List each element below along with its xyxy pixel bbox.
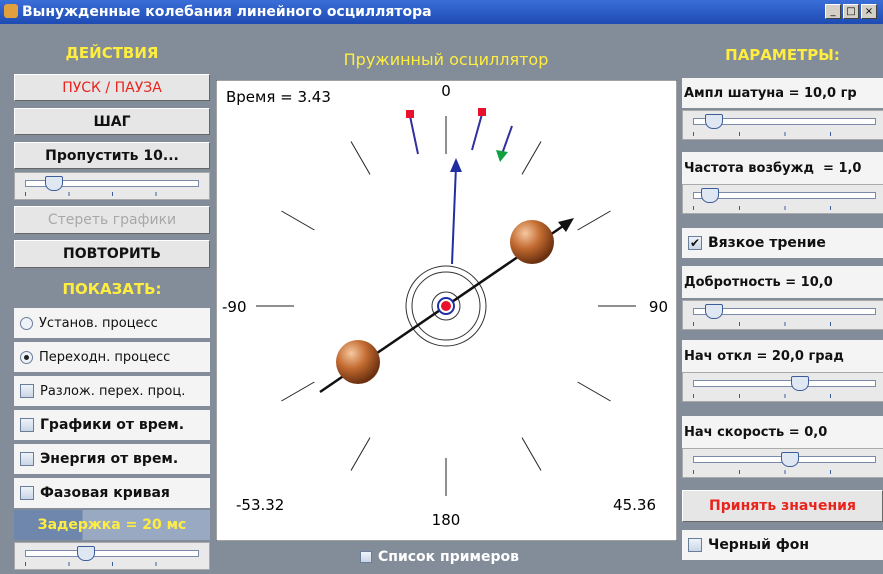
- delay-slider[interactable]: [14, 542, 210, 570]
- spring-circle: [411, 271, 481, 341]
- ball: [510, 220, 554, 264]
- param-label: Нач скорость = 0,0: [684, 424, 828, 440]
- checkbox-label: Вязкое трение: [708, 235, 826, 251]
- quality-slider[interactable]: [682, 300, 883, 330]
- radio-transient[interactable]: Переходн. процесс: [14, 342, 210, 372]
- checkbox-label: Разлож. перех. проц.: [40, 383, 186, 399]
- examples-checkbox[interactable]: Список примеров: [360, 546, 560, 568]
- marker: [406, 110, 414, 118]
- delay-text: Задержка = 20 мс: [37, 517, 187, 533]
- dial-tick: [350, 437, 371, 471]
- checkbox-time-graphs[interactable]: Графики от врем.: [14, 410, 210, 440]
- dial-tick: [521, 437, 542, 471]
- apply-button[interactable]: Принять значения: [682, 490, 883, 522]
- checkbox-label: Фазовая кривая: [40, 485, 170, 501]
- dial-label-right: 90: [649, 298, 668, 316]
- marker-line: [471, 113, 483, 151]
- examples-label: Список примеров: [378, 549, 519, 565]
- center-title: Пружинный осциллятор: [343, 50, 549, 69]
- marker-arrow: [496, 150, 508, 162]
- radio-label: Установ. процесс: [39, 315, 158, 331]
- dial-ticks: [256, 116, 636, 496]
- dial-tick: [521, 141, 542, 175]
- dial-tick: [577, 381, 611, 402]
- speed-slider[interactable]: [682, 448, 883, 478]
- start-pause-button[interactable]: ПУСК / ПАУЗА: [14, 74, 210, 101]
- viscous-checkbox[interactable]: ✔ Вязкое трение: [682, 228, 883, 258]
- ball: [336, 340, 380, 384]
- step-button[interactable]: ШАГ: [14, 108, 210, 135]
- checkbox-label: Черный фон: [708, 537, 810, 553]
- radio-steady[interactable]: Установ. процесс: [14, 308, 210, 338]
- checkbox-label: Графики от врем.: [40, 417, 185, 433]
- marker: [478, 108, 486, 116]
- param-frequency: Частота возбужд = 1,0: [682, 152, 883, 184]
- frequency-slider[interactable]: [682, 184, 883, 214]
- skip-slider[interactable]: [14, 172, 210, 200]
- dial-tick: [350, 141, 371, 175]
- minimize-button[interactable]: _: [825, 4, 841, 19]
- dial-tick: [577, 210, 611, 231]
- param-label: Ампл шатуна = 10,0 гр: [684, 85, 857, 101]
- param-quality: Добротность = 10,0: [682, 266, 883, 298]
- param-initial-speed: Нач скорость = 0,0: [682, 416, 883, 448]
- rod-arrow: [558, 218, 574, 232]
- title-bar: Вынужденные колебания линейного осциллят…: [0, 0, 883, 24]
- dial-label-top: 0: [441, 82, 451, 100]
- angle-slider[interactable]: [682, 372, 883, 402]
- dial-tick: [281, 210, 315, 231]
- oscillator-canvas: Время = 3.43 0 -90 90 180 -53.32 45.36: [216, 80, 677, 541]
- spring-circle: [431, 291, 461, 321]
- params-header: ПАРАМЕТРЫ:: [725, 46, 840, 64]
- delay-label: Задержка = 20 мс: [14, 510, 210, 540]
- app-icon: [4, 4, 18, 18]
- spring-circle: [405, 265, 487, 347]
- repeat-button[interactable]: ПОВТОРИТЬ: [14, 240, 210, 268]
- dial-label-left: -90: [222, 298, 247, 316]
- time-label: Время = 3.43: [226, 88, 331, 106]
- checkbox-decompose[interactable]: Разлож. перех. проц.: [14, 376, 210, 406]
- marker-line: [501, 125, 513, 155]
- dial-tick: [281, 381, 315, 402]
- close-button[interactable]: ×: [861, 4, 877, 19]
- maximize-button[interactable]: □: [843, 4, 859, 19]
- param-initial-angle: Нач откл = 20,0 град: [682, 340, 883, 372]
- param-amplitude: Ампл шатуна = 10,0 гр: [682, 78, 883, 108]
- corner-left-value: -53.32: [236, 496, 284, 514]
- black-bg-checkbox[interactable]: Черный фон: [682, 530, 883, 560]
- amplitude-slider[interactable]: [682, 110, 883, 140]
- skip-button[interactable]: Пропустить 10...: [14, 142, 210, 169]
- corner-right-value: 45.36: [613, 496, 656, 514]
- radio-label: Переходн. процесс: [39, 349, 171, 365]
- actions-header: ДЕЙСТВИЯ: [65, 44, 159, 62]
- checkbox-label: Энергия от врем.: [40, 451, 179, 467]
- param-label: Добротность = 10,0: [684, 274, 833, 290]
- dial-label-bottom: 180: [432, 511, 461, 529]
- force-vector: [451, 165, 457, 265]
- pivot-dot: [441, 301, 451, 311]
- window-title: Вынужденные колебания линейного осциллят…: [22, 4, 432, 20]
- param-label: Нач откл = 20,0 град: [684, 348, 844, 364]
- force-arrow: [450, 158, 462, 172]
- checkbox-energy[interactable]: Энергия от врем.: [14, 444, 210, 474]
- show-header: ПОКАЗАТЬ:: [62, 280, 162, 298]
- param-label: Частота возбужд = 1,0: [684, 160, 862, 176]
- marker-line: [409, 115, 419, 155]
- checkbox-phase[interactable]: Фазовая кривая: [14, 478, 210, 508]
- clear-graphs-button[interactable]: Стереть графики: [14, 206, 210, 234]
